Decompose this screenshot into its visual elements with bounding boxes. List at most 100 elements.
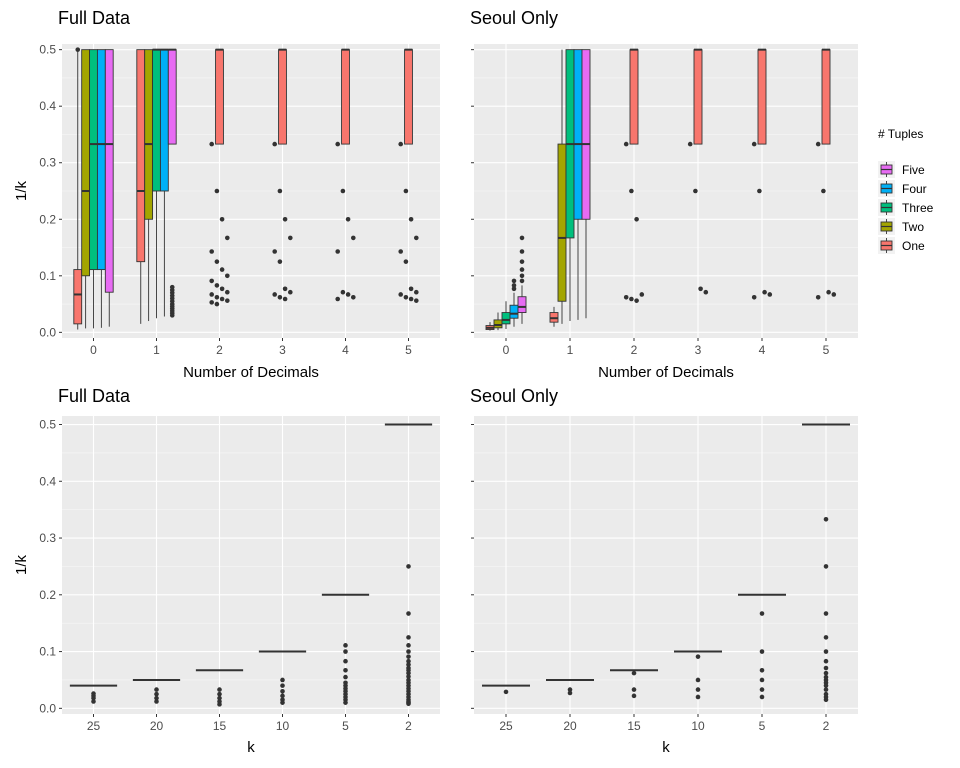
outlier-point [217,695,222,701]
outlier-point [214,259,220,264]
box-two-1 [144,49,154,322]
panel-title: Seoul Only [470,8,558,28]
x-tick-label: 20 [150,719,164,733]
outlier-point [695,677,701,683]
outlier-point [154,691,159,697]
outlier-point [280,700,285,705]
panel-4: 25 20 15 10 5 2 Seoul Only k [470,386,858,756]
outlier-point [225,273,230,279]
outlier-point [751,294,757,300]
box-body [581,49,591,220]
outlier-point [335,249,341,254]
outlier-point [272,141,278,147]
box-body [404,49,413,145]
outlier-point [631,693,637,699]
box-five-1 [581,49,591,319]
outlier-point [209,249,214,254]
x-tick-label: 15 [213,719,227,733]
panel-title: Full Data [58,386,131,406]
box-one-2 [215,48,224,145]
x-axis-title: k [662,739,670,756]
outlier-point [280,693,285,699]
outlier-point [759,611,765,616]
legend: # Tuples Five Four Three Two One [878,127,934,254]
outlier-point [398,141,404,147]
box-one-1 [549,306,559,327]
outlier-point [408,286,414,292]
outlier-point [823,658,829,664]
outlier-point [821,188,826,194]
outlier-point [519,273,525,279]
legend-item-five: Five [878,161,925,178]
outlier-point [214,188,220,194]
box-body [629,49,639,145]
outlier-point [757,188,762,194]
x-tick-label: 15 [627,719,641,733]
outlier-point [209,292,214,297]
y-axis-title: 1/k [13,180,30,201]
outlier-point [154,699,159,704]
box-one-3 [278,48,287,145]
outlier-point [219,267,225,272]
panel-title: Full Data [58,8,131,28]
outlier-point [567,687,573,692]
outlier-point [219,286,225,292]
outlier-point [703,289,709,295]
outlier-point [408,216,414,222]
outlier-point [634,298,639,303]
outlier-point [343,658,348,664]
box-one-4 [757,48,767,145]
outlier-point [823,697,829,703]
x-axis-title: Number of Decimals [598,364,734,381]
outlier-point [698,286,703,292]
outlier-point [335,141,341,147]
box-body [81,49,91,277]
outlier-point [815,294,821,300]
outlier-point [351,294,356,300]
outlier-point [511,283,517,288]
box-body [96,49,106,271]
box-five-0 [104,49,114,327]
outlier-point [823,670,829,676]
box-body [136,49,146,263]
legend-item-two: Two [878,218,924,235]
panels: 0.0 0.1 0.2 0.3 0.4 0.5 0 1 2 3 4 5 Full Data Number … [13,8,858,756]
x-tick-label: 5 [759,719,766,733]
outlier-point [823,517,829,522]
y-tick-label: 0.5 [39,418,56,432]
outlier-point [519,267,525,272]
outlier-point [693,188,698,194]
outlier-point [288,289,293,295]
y-tick-label: 0.3 [39,156,56,170]
outlier-point [623,294,629,300]
outlier-point [759,694,765,700]
legend-items: Five Four Three Two One [878,161,934,254]
outlier-point [406,670,411,676]
outlier-point [823,611,829,616]
box-body [821,49,831,145]
outlier-point [751,141,757,147]
y-tick-label: 0.2 [39,212,56,226]
box-body [152,49,161,192]
outlier-point [762,289,767,295]
box-body [104,49,114,293]
legend-label: Three [902,201,934,215]
y-tick-label: 0.1 [39,269,56,283]
outlier-point [75,47,81,52]
outlier-point [406,654,411,659]
outlier-point [823,649,829,654]
x-tick-label: 1 [567,343,574,357]
outlier-point [511,286,517,292]
x-tick-label: 4 [342,343,349,357]
outlier-point [631,687,637,692]
legend-label: Two [902,220,924,234]
box-five-1 [167,48,177,145]
y-tick-label: 0.1 [39,645,56,659]
outlier-point [414,235,419,241]
panel-title: Seoul Only [470,386,558,406]
outlier-point [406,701,411,707]
outlier-point [511,278,517,284]
outlier-point [225,235,230,241]
outlier-point [154,695,159,701]
outlier-point [823,687,829,692]
